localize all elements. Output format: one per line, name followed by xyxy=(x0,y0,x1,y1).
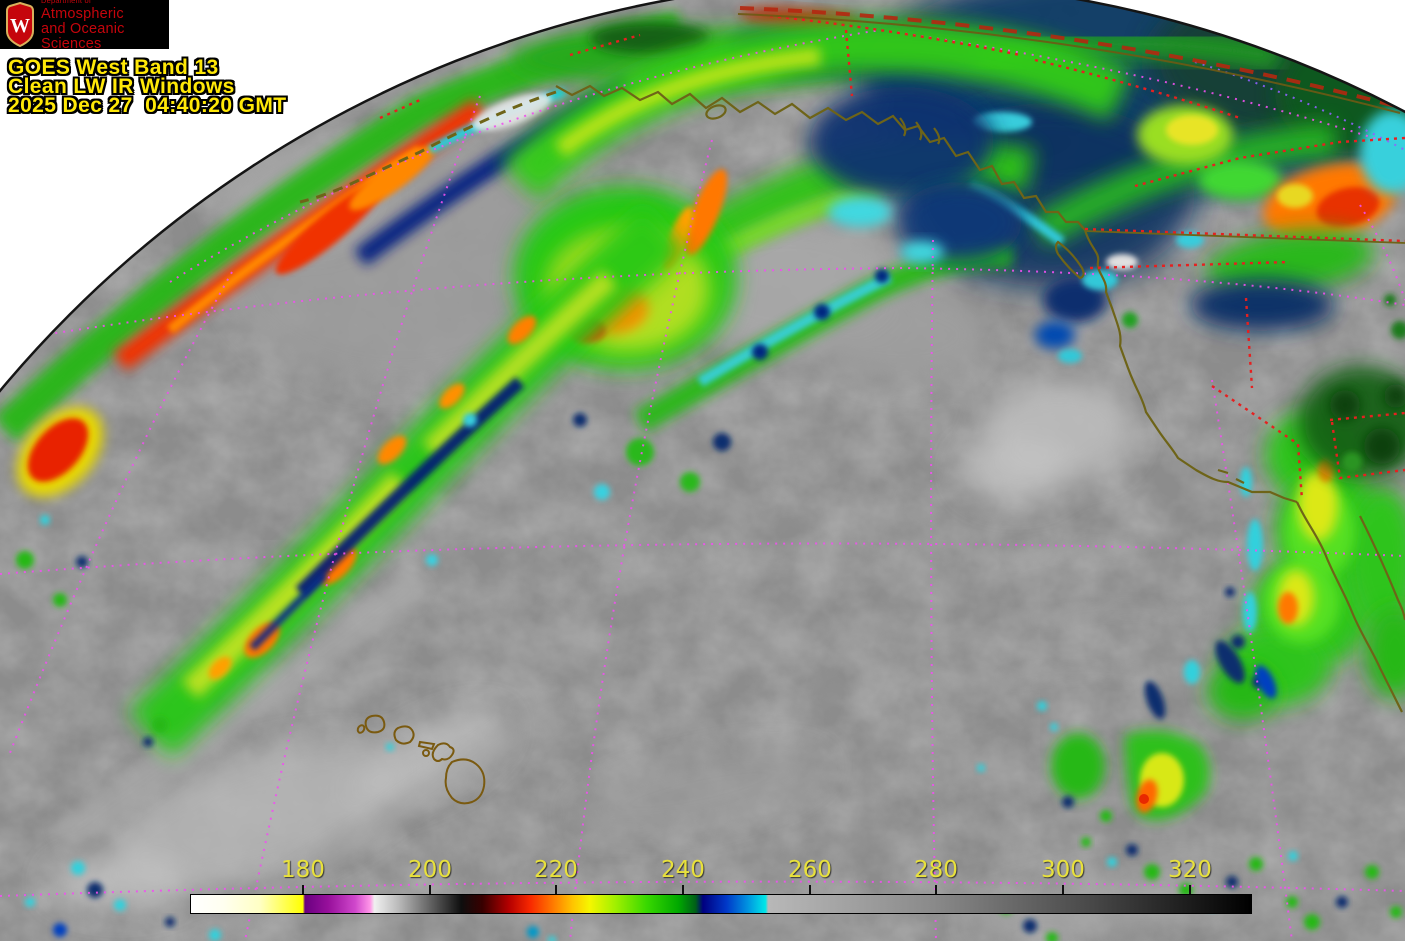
colorbar-tick xyxy=(1188,885,1191,894)
logo-name-line1: Atmospheric xyxy=(41,5,124,22)
svg-text:W: W xyxy=(10,15,30,37)
political-borders xyxy=(379,14,1405,501)
temperature-colorbar xyxy=(190,894,1252,914)
colorbar-tick-label: 280 xyxy=(913,857,958,883)
colorbar-tick xyxy=(808,885,811,894)
limb-border-dashes xyxy=(739,6,1404,110)
colorbar-tick-label: 260 xyxy=(788,857,832,883)
us-canada-border-line xyxy=(1084,230,1405,244)
title-line-satellite: GOES West Band 13 xyxy=(8,56,219,79)
colorbar-tick-label: 240 xyxy=(661,857,705,883)
colorbar-tick-label: 180 xyxy=(281,857,325,883)
colorbar-tick xyxy=(681,885,684,894)
colorbar-tick xyxy=(429,885,431,894)
limb-coast-line xyxy=(737,13,1401,114)
colorbar-tick-label: 220 xyxy=(534,857,578,883)
colorbar-tick xyxy=(554,885,557,894)
title-line-product: Clean LW IR Windows xyxy=(8,75,235,98)
offshore-washington-clouds xyxy=(1035,232,1204,363)
coastlines xyxy=(299,84,1405,713)
uw-crest-icon: W xyxy=(6,1,34,48)
colorbar-tick-label: 300 xyxy=(1041,857,1085,883)
uw-aos-logo: W Department of Atmospheric and Oceanic … xyxy=(0,0,169,52)
logo-dept-line: Department of xyxy=(41,0,92,6)
image-title-block: GOES West Band 13 Clean LW IR Windows 20… xyxy=(8,56,287,117)
colorbar-tick xyxy=(301,885,304,894)
logo-name-line2: and Oceanic Sciences xyxy=(41,20,125,52)
tropical-convection xyxy=(977,640,1402,941)
scattered-cells xyxy=(25,743,556,941)
colorbar-tick-label: 200 xyxy=(408,857,452,883)
hawaii-coastlines xyxy=(356,714,486,805)
title-line-timestamp: 2025 Dec 27 04:40:20 GMT xyxy=(8,94,287,117)
colorbar-tick-label: 320 xyxy=(1168,857,1212,883)
colorbar-tick xyxy=(1061,885,1064,894)
frontal-band-southwest xyxy=(127,204,687,759)
colorbar-tick xyxy=(934,885,937,894)
